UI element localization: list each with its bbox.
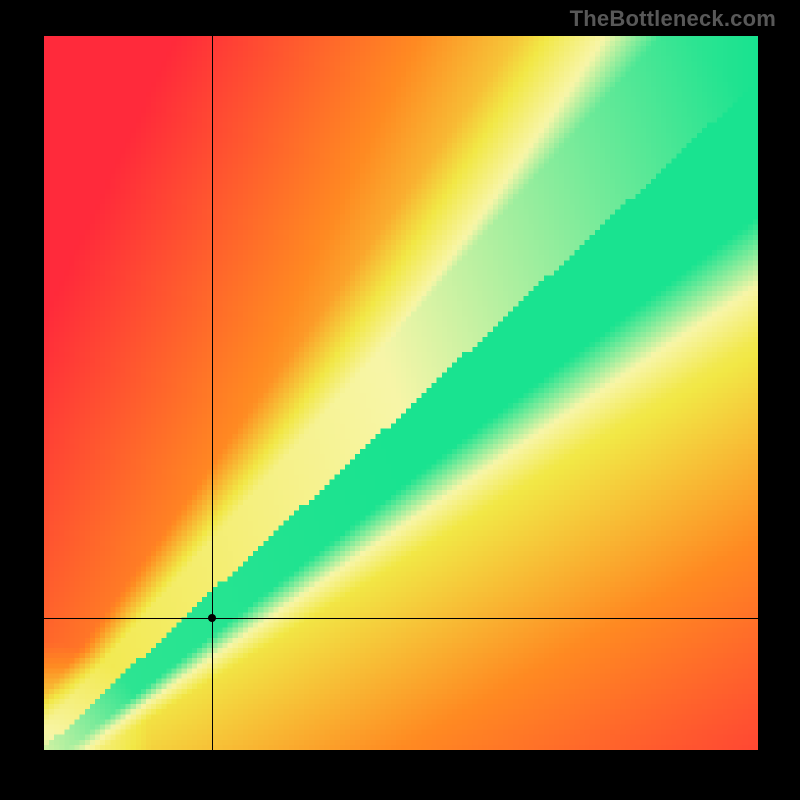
crosshair-marker-dot xyxy=(208,614,216,622)
heatmap-plot-area xyxy=(44,36,758,750)
heatmap-canvas xyxy=(44,36,758,750)
crosshair-vertical-line xyxy=(212,36,213,750)
watermark-text: TheBottleneck.com xyxy=(570,6,776,32)
crosshair-horizontal-line xyxy=(44,618,758,619)
